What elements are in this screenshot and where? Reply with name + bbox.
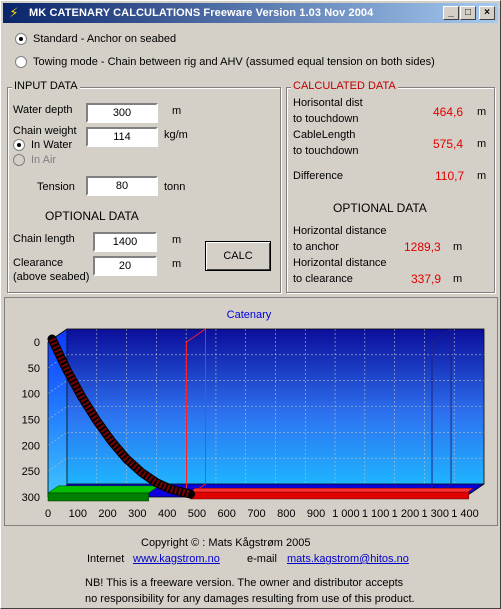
input-data-group (7, 87, 281, 293)
y-tick-label: 50 (28, 363, 40, 375)
minimize-button[interactable]: _ (443, 6, 459, 20)
tension-input[interactable]: 80 (86, 176, 158, 196)
water-depth-input[interactable]: 300 (86, 103, 158, 123)
difference-unit: m (477, 170, 487, 182)
mode-towing-label: Towing mode - Chain between rig and AHV … (33, 56, 435, 69)
clearance-label: Clearance (13, 257, 64, 269)
title-bar: ⚡ MK CATENARY CALCULATIONS Freeware Vers… (3, 3, 498, 23)
x-tick-label: 1 000 (332, 508, 360, 520)
ground-chain-series (190, 491, 470, 500)
clearance-unit: m (172, 258, 182, 270)
disclaimer-line-1: NB! This is a freeware version. The owne… (85, 577, 404, 589)
chain-weight-unit: kg/m (164, 129, 188, 141)
maximize-button[interactable]: □ (460, 6, 476, 20)
water-depth-unit: m (172, 105, 182, 117)
in-water-option[interactable]: In Water (13, 139, 72, 155)
h-anchor-label-1: Horizontal distance (293, 225, 387, 237)
catenary-chart: Catenary 0 50 100 150 200 250 300 0 100 200 300 400… (22, 309, 485, 520)
x-tick-label: 1 200 (392, 508, 420, 520)
in-water-label: In Water (31, 139, 73, 152)
chain-weight-input[interactable]: 114 (86, 127, 158, 147)
radio-towing[interactable] (15, 56, 27, 69)
tension-label: Tension (37, 181, 75, 193)
chart-left-wall (48, 329, 67, 497)
chain-length-label: Chain length (13, 233, 75, 245)
website-link[interactable]: www.kagstrom.no (133, 553, 220, 565)
copyright-text: Copyright © : Mats Kågstrøm 2005 (141, 537, 311, 549)
hdist-label-1: Horisontal dist (293, 97, 363, 109)
chain-length-input[interactable]: 1400 (93, 232, 157, 252)
y-tick-label: 300 (22, 492, 40, 504)
hdist-label-2: to touchdown (293, 113, 359, 125)
catenary-curve-series (48, 337, 192, 498)
optional-data-input-title: OPTIONAL DATA (45, 209, 139, 223)
h-clearance-label-1: Horizontal distance (293, 257, 387, 269)
clearance-input[interactable]: 20 (93, 256, 157, 276)
x-tick-label: 0 (45, 508, 51, 520)
seabed-chain-series (47, 492, 149, 502)
optional-data-calc-title: OPTIONAL DATA (333, 201, 427, 215)
x-tick-label: 1 100 (362, 508, 390, 520)
input-data-title: INPUT DATA (12, 80, 80, 92)
y-tick-label: 0 (34, 337, 40, 349)
email-label: e-mail (247, 553, 277, 565)
h-clearance-unit: m (453, 273, 463, 285)
radio-standard[interactable] (15, 33, 27, 46)
h-anchor-label-2: to anchor (293, 241, 339, 253)
x-tick-label: 200 (98, 508, 116, 520)
x-tick-label: 700 (247, 508, 265, 520)
y-tick-label: 200 (22, 440, 40, 452)
cable-length-label-2: to touchdown (293, 145, 359, 157)
y-tick-label: 250 (22, 466, 40, 478)
h-anchor-value: 1289,3 (404, 240, 441, 254)
catenary-chart-panel: Catenary 0 50 100 150 200 250 300 0 100 200 300 400… (4, 297, 498, 526)
window-title: MK CATENARY CALCULATIONS Freeware Versio… (29, 7, 374, 19)
email-link[interactable]: mats.kagstrom@hitos.no (287, 553, 409, 565)
disclaimer-line-2: no responsibility for any damages result… (85, 593, 415, 605)
x-tick-label: 800 (277, 508, 295, 520)
h-clearance-value: 337,9 (411, 272, 442, 286)
y-tick-label: 150 (22, 415, 40, 427)
calculated-data-title: CALCULATED DATA (291, 80, 398, 92)
hdist-value: 464,6 (433, 105, 464, 119)
calc-button[interactable]: CALC (205, 241, 271, 271)
mode-towing[interactable]: Towing mode - Chain between rig and AHV … (15, 56, 435, 72)
difference-label: Difference (293, 170, 343, 182)
radio-in-water[interactable] (13, 139, 25, 152)
x-tick-label: 1 300 (421, 508, 449, 520)
chart-frame-back (66, 328, 485, 485)
hdist-unit: m (477, 106, 487, 118)
water-depth-label: Water depth (13, 104, 73, 116)
x-tick-label: 600 (218, 508, 236, 520)
h-anchor-unit: m (453, 241, 463, 253)
internet-label: Internet (87, 553, 125, 565)
cable-length-value: 575,4 (433, 137, 464, 151)
clearance-sublabel: (above seabed) (13, 271, 90, 283)
chart-title: Catenary (227, 309, 272, 321)
y-tick-label: 100 (22, 389, 40, 401)
seabed-chain-top (47, 485, 160, 494)
radio-in-air[interactable] (13, 154, 25, 167)
tension-unit: tonn (164, 181, 186, 193)
x-tick-label: 900 (307, 508, 325, 520)
mode-standard[interactable]: Standard - Anchor on seabed (15, 33, 176, 49)
x-tick-label: 300 (128, 508, 146, 520)
difference-value: 110,7 (435, 169, 465, 183)
lightning-icon: ⚡ (9, 5, 19, 20)
x-tick-label: 400 (158, 508, 176, 520)
x-tick-label: 1 400 (451, 508, 479, 520)
in-air-label: In Air (31, 154, 57, 167)
chain-weight-label: Chain weight (13, 125, 77, 137)
cable-length-label-1: CableLength (293, 129, 356, 141)
in-air-option[interactable]: In Air (13, 154, 56, 170)
x-tick-label: 500 (188, 508, 206, 520)
close-button[interactable]: × (479, 6, 495, 20)
h-clearance-label-2: to clearance (293, 273, 353, 285)
cable-length-unit: m (477, 138, 487, 150)
mode-standard-label: Standard - Anchor on seabed (33, 33, 177, 46)
chain-length-unit: m (172, 234, 182, 246)
x-tick-label: 100 (69, 508, 87, 520)
